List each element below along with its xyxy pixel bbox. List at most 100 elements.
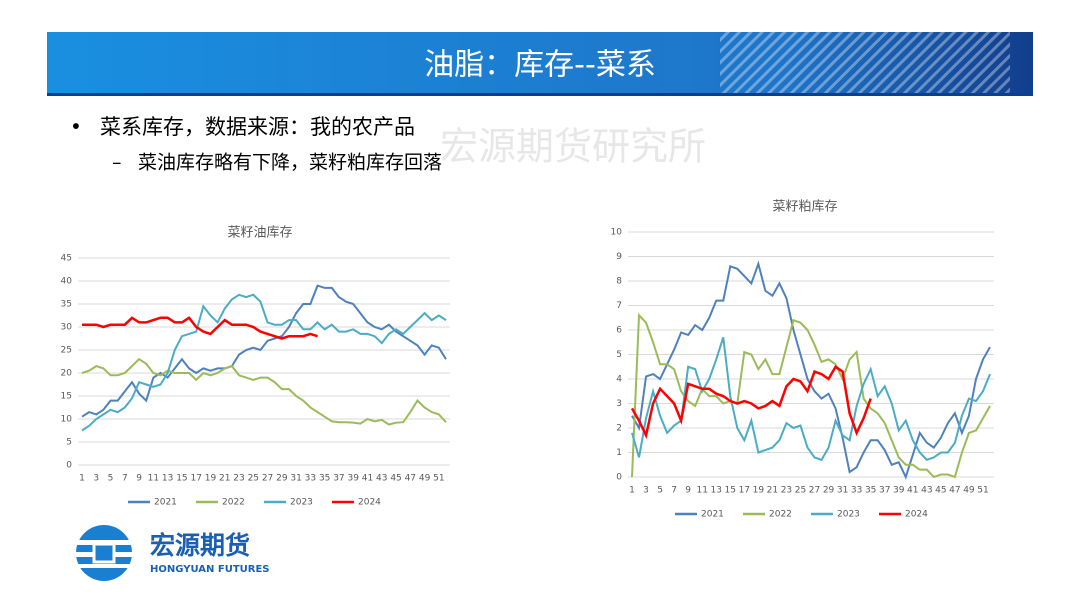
slide-title: 油脂：库存--菜系 — [424, 48, 656, 83]
y-tick-label: 10 — [611, 228, 623, 238]
y-tick-label: 0 — [66, 461, 72, 471]
x-tick-label: 29 — [276, 474, 288, 484]
y-tick-label: 40 — [61, 277, 73, 287]
series-line — [81, 284, 447, 418]
legend-label: 2021 — [701, 510, 724, 520]
x-tick-label: 17 — [739, 486, 750, 496]
y-tick-label: 9 — [616, 252, 622, 262]
legend-label: 2023 — [290, 498, 313, 508]
y-tick-label: 2 — [616, 424, 622, 434]
y-tick-label: 15 — [61, 392, 72, 402]
x-tick-label: 7 — [671, 486, 677, 496]
x-tick-label: 15 — [725, 486, 736, 496]
y-tick-label: 20 — [61, 369, 73, 379]
legend-label: 2023 — [837, 510, 860, 520]
x-tick-label: 35 — [319, 474, 330, 484]
x-tick-label: 13 — [711, 486, 722, 496]
series-line — [82, 316, 318, 340]
series-line — [630, 364, 872, 440]
y-tick-label: 25 — [61, 346, 72, 356]
x-tick-label: 47 — [949, 486, 960, 496]
x-tick-label: 23 — [781, 486, 792, 496]
x-tick-label: 23 — [233, 474, 244, 484]
x-tick-label: 11 — [148, 474, 159, 484]
y-tick-label: 10 — [61, 415, 73, 425]
x-tick-label: 29 — [823, 486, 835, 496]
legend-label: 2024 — [358, 498, 381, 508]
series-line — [81, 357, 447, 426]
x-tick-label: 13 — [162, 474, 173, 484]
x-tick-label: 21 — [219, 474, 230, 484]
x-tick-label: 11 — [696, 486, 707, 496]
series-line — [81, 293, 447, 432]
chart-title: 菜籽粕库存 — [772, 199, 837, 215]
y-tick-label: 5 — [616, 350, 622, 360]
x-tick-label: 43 — [921, 486, 932, 496]
x-tick-label: 5 — [108, 474, 114, 484]
x-tick-label: 41 — [362, 474, 373, 484]
x-tick-label: 37 — [333, 474, 344, 484]
legend-label: 2024 — [905, 510, 928, 520]
x-tick-label: 45 — [935, 486, 946, 496]
x-tick-label: 15 — [176, 474, 187, 484]
series-line — [631, 312, 991, 479]
y-tick-label: 30 — [61, 323, 73, 333]
x-tick-label: 3 — [93, 474, 99, 484]
x-tick-label: 31 — [290, 474, 301, 484]
x-tick-label: 35 — [865, 486, 876, 496]
x-tick-label: 19 — [205, 474, 217, 484]
x-tick-label: 39 — [893, 486, 905, 496]
x-tick-label: 17 — [190, 474, 201, 484]
bullet-2: 菜油库存略有下降，菜籽粕库存回落 — [138, 152, 442, 174]
bullet-dash: – — [112, 152, 122, 174]
bullet-dot: • — [70, 115, 82, 139]
x-tick-label: 25 — [248, 474, 259, 484]
x-tick-label: 7 — [122, 474, 128, 484]
x-tick-label: 49 — [419, 474, 431, 484]
x-tick-label: 49 — [963, 486, 975, 496]
chart-title: 菜籽油库存 — [227, 225, 292, 241]
x-tick-label: 1 — [629, 486, 635, 496]
x-tick-label: 37 — [879, 486, 890, 496]
y-tick-label: 7 — [616, 301, 622, 311]
logo-en: HONGYUAN FUTURES — [150, 564, 270, 575]
banner-stripes — [720, 32, 1010, 96]
logo-name: 宏源期货 — [150, 531, 250, 560]
x-tick-label: 21 — [767, 486, 778, 496]
bullet-1: 菜系库存，数据来源：我的农产品 — [100, 115, 415, 139]
x-tick-label: 33 — [305, 474, 316, 484]
x-tick-label: 9 — [685, 486, 691, 496]
y-tick-label: 6 — [616, 326, 622, 336]
y-tick-label: 3 — [616, 399, 622, 409]
legend-label: 2021 — [154, 498, 177, 508]
x-tick-label: 25 — [795, 486, 806, 496]
x-tick-label: 45 — [390, 474, 401, 484]
y-tick-label: 1 — [616, 448, 622, 458]
x-tick-label: 39 — [347, 474, 359, 484]
x-tick-label: 9 — [136, 474, 142, 484]
logo — [76, 525, 132, 581]
x-tick-label: 27 — [809, 486, 820, 496]
y-tick-label: 35 — [61, 300, 72, 310]
x-tick-label: 5 — [657, 486, 663, 496]
series-line — [631, 260, 991, 480]
x-tick-label: 51 — [977, 486, 988, 496]
x-tick-label: 51 — [433, 474, 444, 484]
y-tick-label: 5 — [66, 438, 72, 448]
series-line — [631, 337, 991, 462]
y-tick-label: 4 — [616, 375, 622, 385]
y-tick-label: 8 — [616, 277, 622, 287]
banner-line — [47, 93, 1033, 96]
x-tick-label: 3 — [643, 486, 649, 496]
x-tick-label: 27 — [262, 474, 273, 484]
x-tick-label: 33 — [851, 486, 862, 496]
y-tick-label: 0 — [616, 473, 622, 483]
x-tick-label: 41 — [907, 486, 918, 496]
legend-label: 2022 — [769, 510, 792, 520]
x-tick-label: 43 — [376, 474, 387, 484]
watermark: 宏源期货研究所 — [440, 125, 706, 169]
legend-label: 2022 — [222, 498, 245, 508]
y-tick-label: 45 — [61, 254, 72, 264]
x-tick-label: 1 — [79, 474, 85, 484]
